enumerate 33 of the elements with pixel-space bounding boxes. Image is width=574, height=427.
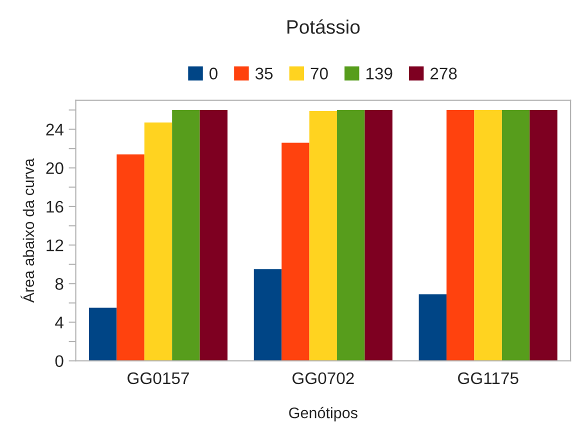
x-tick-label: GG0702 [292, 372, 354, 384]
y-tick-label: 16 [46, 200, 64, 213]
y-tick-label: 20 [46, 162, 64, 174]
bar [200, 110, 228, 361]
bar [446, 110, 474, 361]
bar [418, 294, 447, 361]
y-tick-label: 24 [46, 124, 64, 136]
bar [116, 154, 144, 361]
bar [309, 110, 338, 361]
chart-title: Potássio [287, 19, 360, 34]
bar [254, 269, 282, 361]
y-tick-label: 12 [46, 239, 64, 252]
legend-label: 278 [430, 68, 457, 80]
x-axis-title: Genótipos [289, 406, 358, 422]
y-tick-label: 8 [55, 278, 64, 290]
bar [530, 110, 558, 361]
bar [474, 110, 502, 361]
y-tick-label: 4 [55, 316, 64, 328]
bar [172, 110, 200, 361]
bar [88, 308, 117, 361]
legend-label: 70 [310, 68, 328, 80]
x-tick-label: GG1175 [458, 372, 518, 384]
bar [337, 110, 365, 361]
x-tick-label: GG0157 [128, 372, 189, 384]
legend-label: 0 [210, 68, 218, 80]
bar [502, 110, 530, 361]
bar [282, 142, 310, 361]
legend-label: 139 [366, 68, 392, 80]
y-axis-title: Área abaixo da curva [20, 158, 34, 303]
legend-label: 35 [255, 68, 273, 80]
bar [144, 122, 172, 361]
y-tick-label: 0 [55, 355, 64, 368]
bar [364, 110, 392, 361]
